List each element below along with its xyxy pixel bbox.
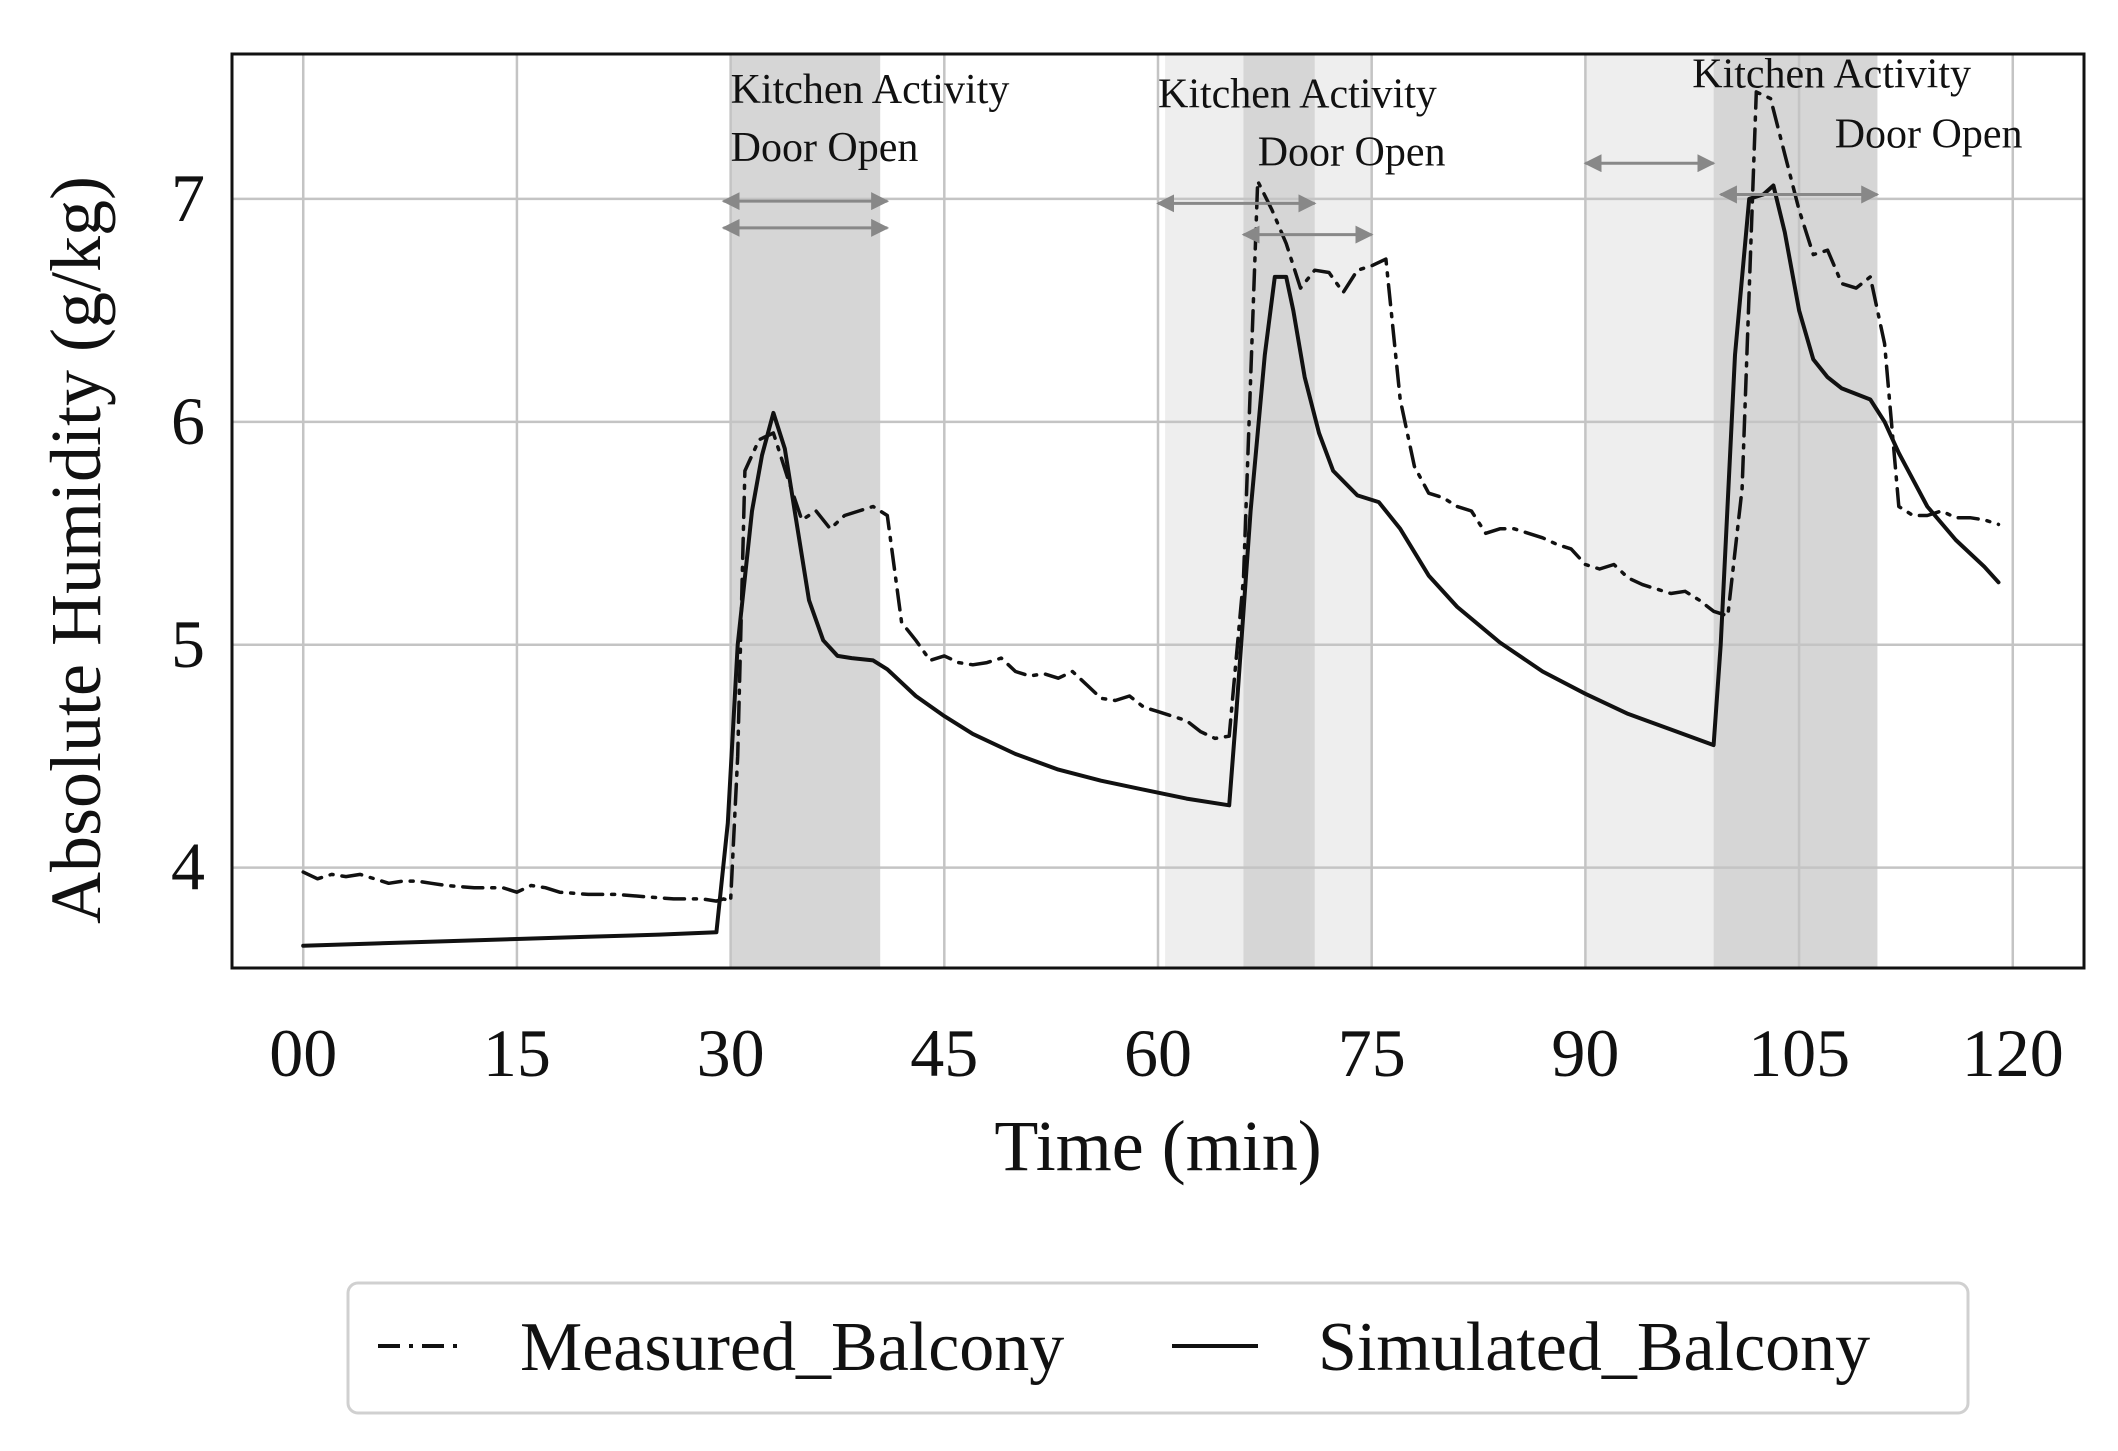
annotation-label: Door Open	[731, 125, 919, 171]
x-tick-label: 60	[1124, 1015, 1192, 1091]
shading-layer	[730, 54, 1878, 968]
plot-frame	[230, 52, 2086, 970]
x-axis-title: Time (min)	[994, 1106, 1321, 1186]
annotation-label: Door Open	[1258, 129, 1446, 175]
y-tick-label: 4	[171, 829, 205, 905]
legend-simulated-label: Simulated_Balcony	[1318, 1309, 1870, 1386]
series-line-simulated-balcony	[301, 183, 2001, 948]
legend-measured-label: Measured_Balcony	[520, 1309, 1064, 1386]
series-line-measured-balcony	[301, 90, 2001, 903]
shaded-region-kitchen-activity-3	[1585, 54, 1714, 968]
shaded-region-door-open-2	[1243, 54, 1315, 968]
x-tick-label: 90	[1551, 1015, 1619, 1091]
y-tick-label: 7	[171, 160, 205, 236]
legend: Measured_Balcony Simulated_Balcony	[346, 1281, 1970, 1415]
annotation-label: Kitchen Activity	[731, 67, 1010, 113]
series-layer	[301, 90, 2001, 948]
annotation-label: Kitchen Activity	[1158, 72, 1437, 118]
annotation-label: Kitchen Activity	[1692, 51, 1971, 97]
x-tick-label: 120	[1962, 1015, 2064, 1091]
y-tick-label: 6	[171, 383, 205, 459]
x-tick-label: 30	[697, 1015, 765, 1091]
x-tick-label: 105	[1748, 1015, 1850, 1091]
x-tick-label: 00	[269, 1015, 337, 1091]
x-tick-label: 45	[910, 1015, 978, 1091]
y-tick-label: 5	[171, 606, 205, 682]
annotation-label: Door Open	[1835, 112, 2023, 158]
y-axis-title: Absolute Humidity (g/kg)	[36, 176, 116, 924]
x-tick-label: 75	[1338, 1015, 1406, 1091]
legend-box	[346, 1281, 1970, 1415]
annotation-layer: Kitchen Activity Door Open Kitchen Activit…	[721, 51, 2023, 244]
x-tick-label: 15	[483, 1015, 551, 1091]
